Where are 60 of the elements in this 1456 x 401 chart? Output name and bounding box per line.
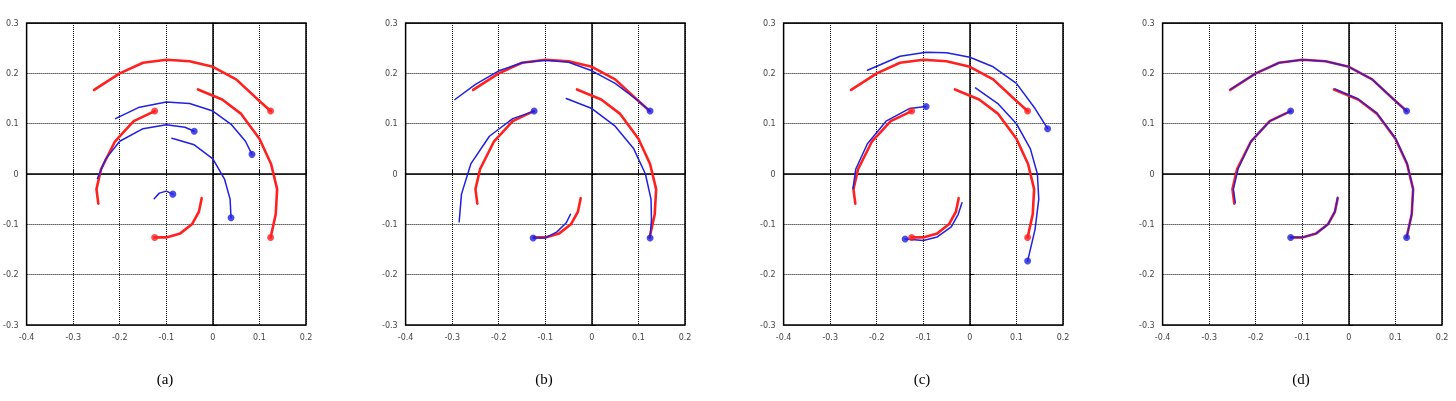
y-tick-label: 0	[13, 169, 19, 179]
y-tick-label: -0.1	[381, 219, 398, 229]
x-tick-label: -0.4	[1154, 332, 1170, 342]
x-tick-label: -0.2	[868, 332, 885, 342]
y-tick-label: 0.3	[5, 18, 19, 28]
y-tick-label: -0.3	[760, 320, 776, 330]
text: (d)	[1291, 370, 1310, 388]
x-tick-label: 0.2	[1435, 332, 1448, 342]
x-tick-label: -0.4	[18, 332, 35, 342]
x-tick-label: 0.2	[299, 332, 313, 342]
y-tick-label: -0.2	[3, 270, 19, 280]
y-tick-label: 0.1	[762, 119, 776, 129]
x-tick-label: -0.4	[775, 332, 792, 342]
y-tick-label: -0.1	[760, 219, 776, 229]
y-tick-label: 0	[1149, 169, 1155, 179]
x-tick-label: -0.1	[1294, 332, 1310, 342]
y-tick-label: 0.1	[5, 119, 19, 129]
x-tick-label: -0.4	[397, 332, 413, 342]
x-tick-label: -0.1	[537, 332, 553, 342]
y-tick-label: -0.2	[760, 270, 776, 280]
y-tick-label: 0.1	[384, 119, 398, 129]
x-tick-label: -0.2	[490, 332, 507, 342]
y-tick-label: -0.3	[381, 320, 398, 330]
y-tick-label: -0.2	[381, 270, 398, 280]
x-tick-label: -0.1	[158, 332, 175, 342]
y-tick-label: 0	[770, 169, 776, 179]
y-tick-label: 0.3	[1141, 18, 1155, 28]
x-tick-label: -0.2	[111, 332, 128, 342]
text: (a)	[156, 370, 174, 388]
y-tick-label: 0	[392, 169, 398, 179]
x-tick-label: 0.2	[678, 332, 691, 342]
x-tick-label: -0.3	[1200, 332, 1217, 342]
x-tick-label: 0	[588, 332, 594, 342]
x-tick-label: 0	[967, 332, 973, 342]
y-tick-label: 0.2	[1141, 68, 1155, 78]
y-tick-label: -0.1	[3, 219, 19, 229]
x-tick-label: 0.1	[1010, 332, 1023, 342]
y-tick-label: 0.3	[384, 18, 398, 28]
x-tick-label: 0.1	[1388, 332, 1402, 342]
y-tick-label: -0.1	[1138, 219, 1155, 229]
x-tick-label: -0.2	[1247, 332, 1264, 342]
x-tick-label: 0	[1345, 332, 1351, 342]
y-tick-label: -0.2	[1138, 270, 1155, 280]
y-tick-label: -0.3	[3, 320, 19, 330]
x-tick-label: 0	[210, 332, 216, 342]
y-tick-label: 0.2	[5, 68, 19, 78]
x-tick-label: 0.1	[631, 332, 645, 342]
x-tick-label: 0.2	[1056, 332, 1070, 342]
x-tick-label: -0.3	[65, 332, 81, 342]
x-tick-label: -0.1	[915, 332, 932, 342]
x-tick-label: -0.3	[443, 332, 460, 342]
y-tick-label: 0.1	[1141, 119, 1155, 129]
y-tick-label: 0.2	[762, 68, 776, 78]
y-tick-label: 0.3	[762, 18, 776, 28]
y-tick-label: -0.3	[1138, 320, 1155, 330]
x-tick-label: 0.1	[253, 332, 266, 342]
text: (b)	[534, 370, 553, 388]
text: (c)	[913, 370, 931, 388]
x-tick-label: -0.3	[822, 332, 838, 342]
y-tick-label: 0.2	[384, 68, 398, 78]
